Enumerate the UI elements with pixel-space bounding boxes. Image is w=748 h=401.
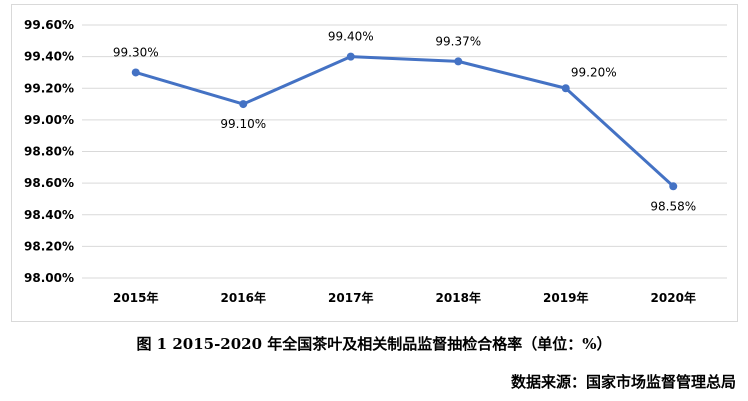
y-tick-label: 98.20%	[24, 239, 74, 253]
data-point	[131, 68, 140, 77]
data-point	[454, 57, 463, 66]
data-point	[346, 52, 355, 61]
y-tick-label: 98.00%	[24, 271, 74, 285]
y-tick-label: 99.60%	[24, 18, 74, 32]
data-label: 99.37%	[435, 34, 481, 48]
figure-caption: 图 1 2015-2020 年全国茶叶及相关制品监督抽检合格率（单位：%）	[136, 335, 612, 353]
data-label: 99.30%	[113, 45, 159, 59]
y-tick-label: 98.40%	[24, 208, 74, 222]
data-point	[239, 100, 248, 109]
x-tick-label: 2015年	[113, 290, 158, 305]
data-point	[669, 182, 678, 191]
x-tick-label: 2016年	[221, 290, 266, 305]
data-label: 99.40%	[328, 30, 374, 44]
line-chart: 98.00% 98.20% 98.40% 98.60% 98.80% 99.00% 99.2…	[24, 18, 727, 305]
data-source: 数据来源：国家市场监督管理总局	[510, 373, 736, 391]
data-label: 98.58%	[650, 199, 696, 213]
data-label: 99.10%	[220, 117, 266, 131]
data-label: 99.20%	[571, 65, 617, 79]
y-tick-label: 98.60%	[24, 176, 74, 190]
x-tick-label: 2020年	[651, 290, 696, 305]
y-tick-label: 98.80%	[24, 145, 74, 159]
x-tick-label: 2019年	[543, 290, 588, 305]
y-tick-label: 99.00%	[24, 113, 74, 127]
x-tick-label: 2017年	[328, 290, 373, 305]
y-tick-label: 99.20%	[24, 81, 74, 95]
x-tick-label: 2018年	[436, 290, 481, 305]
data-point	[561, 84, 570, 93]
series-line	[135, 55, 675, 188]
chart-frame: 98.00% 98.20% 98.40% 98.60% 98.80% 99.00% 99.2…	[11, 4, 738, 322]
y-tick-label: 99.40%	[24, 50, 74, 64]
